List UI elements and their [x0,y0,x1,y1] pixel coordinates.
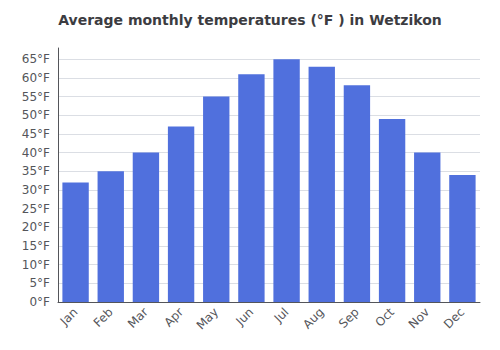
svg-text:15°F: 15°F [22,239,50,253]
svg-text:55°F: 55°F [22,90,50,104]
svg-text:45°F: 45°F [22,127,50,141]
svg-text:35°F: 35°F [22,164,50,178]
svg-text:20°F: 20°F [22,220,50,234]
svg-text:Nov: Nov [406,305,432,331]
svg-text:40°F: 40°F [22,146,50,160]
svg-text:25°F: 25°F [22,202,50,216]
svg-text:30°F: 30°F [22,183,50,197]
svg-text:Jun: Jun [233,305,257,329]
svg-text:Jul: Jul [271,305,292,326]
svg-text:Jan: Jan [57,305,81,329]
svg-text:May: May [194,305,221,332]
svg-text:Apr: Apr [161,305,186,330]
svg-text:Dec: Dec [441,305,467,331]
svg-text:Oct: Oct [372,305,397,330]
svg-text:50°F: 50°F [22,108,50,122]
svg-text:Feb: Feb [91,305,116,330]
svg-text:Sep: Sep [336,305,362,331]
svg-text:5°F: 5°F [29,276,50,290]
svg-text:Aug: Aug [300,305,326,331]
svg-text:60°F: 60°F [22,71,50,85]
svg-text:0°F: 0°F [29,295,50,309]
svg-text:Mar: Mar [125,305,151,331]
svg-text:10°F: 10°F [22,258,50,272]
svg-text:Average monthly temperatures (: Average monthly temperatures (°F ) in We… [58,12,442,28]
svg-text:65°F: 65°F [22,52,50,66]
